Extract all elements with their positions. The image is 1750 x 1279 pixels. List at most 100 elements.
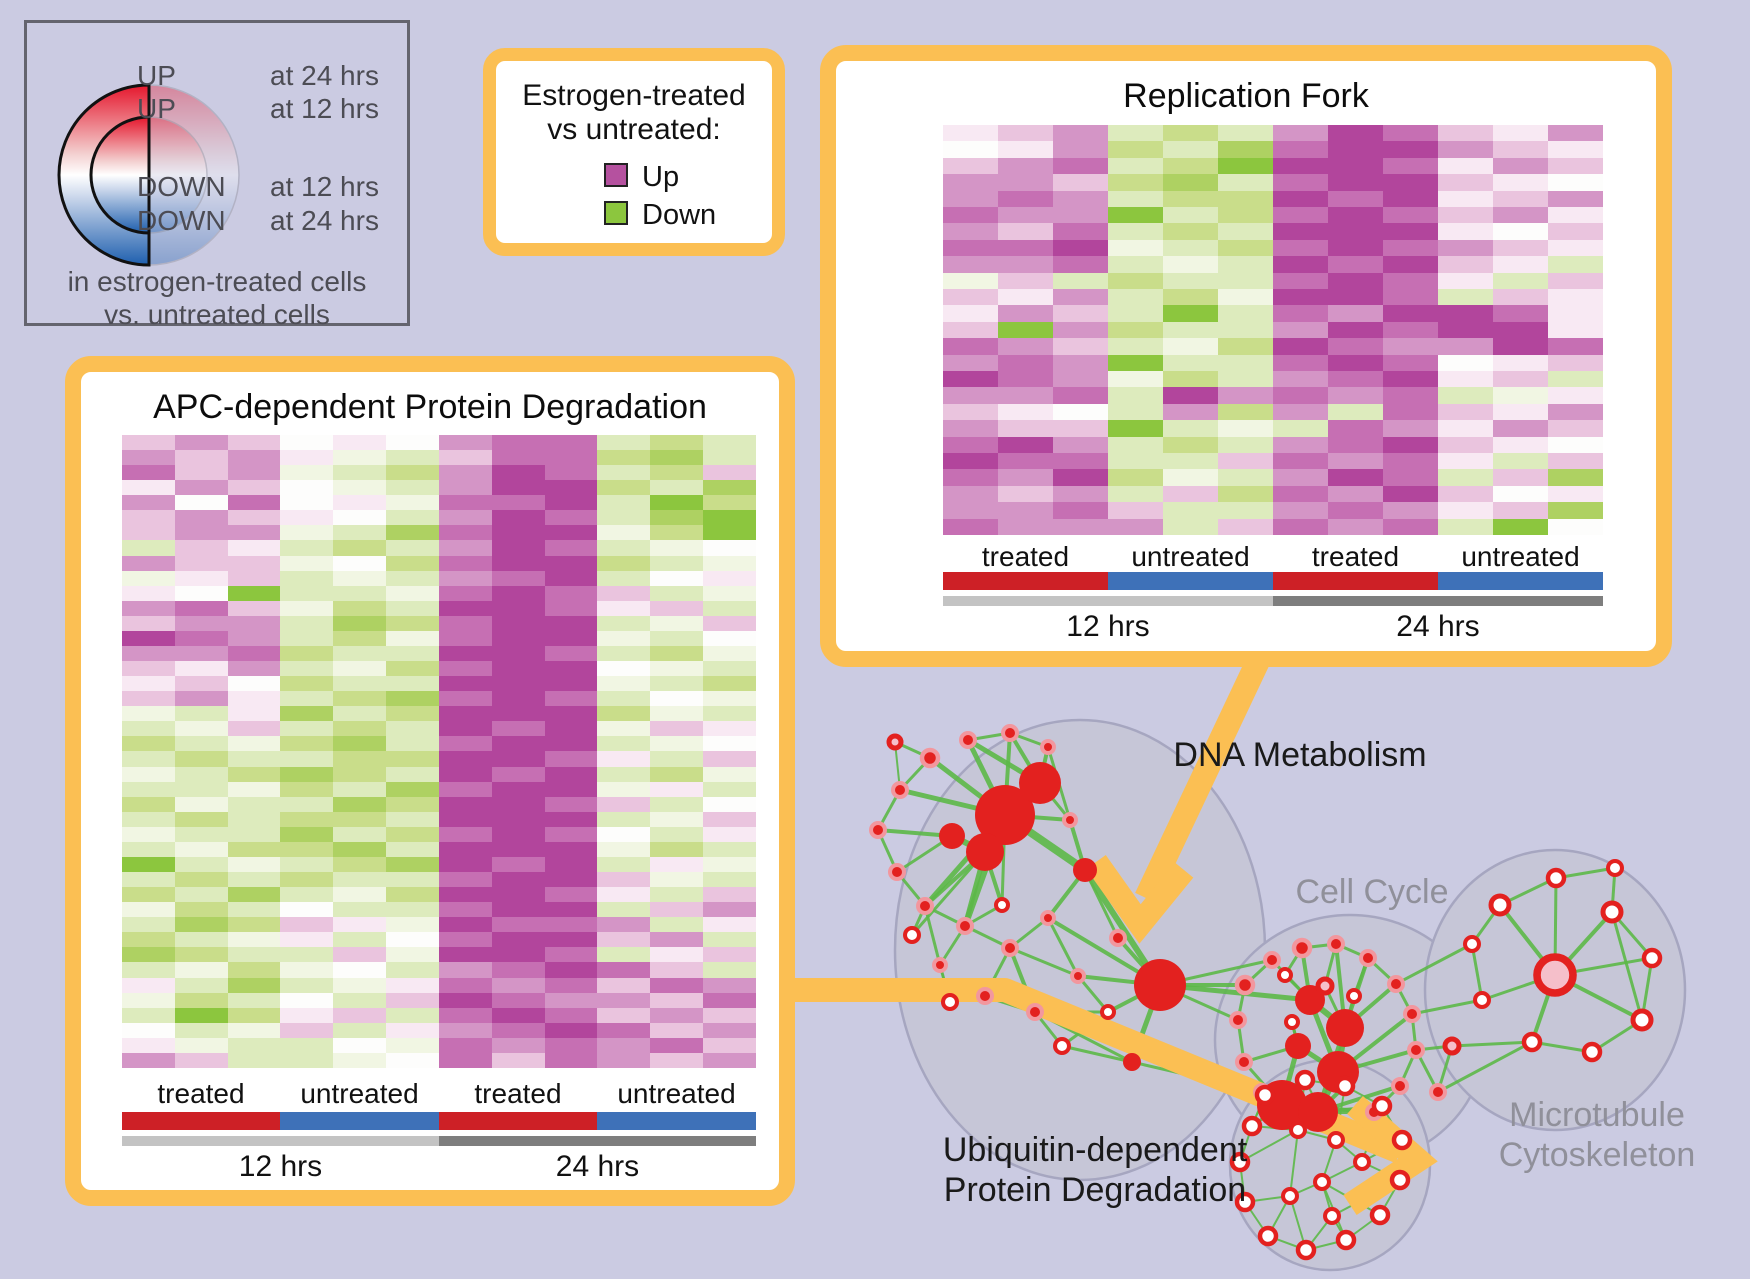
group-label-untreated-24h: untreated <box>617 1078 736 1109</box>
network-node[interactable] <box>1521 1031 1543 1053</box>
network-node[interactable] <box>1229 1151 1251 1173</box>
network-node[interactable] <box>1600 900 1624 924</box>
network-node[interactable] <box>1277 967 1293 983</box>
network-node[interactable] <box>1369 1204 1391 1226</box>
heatmap-cell <box>544 932 598 948</box>
network-node[interactable] <box>1062 812 1078 828</box>
network-node[interactable] <box>1606 859 1624 877</box>
network-node[interactable] <box>1234 1191 1256 1213</box>
heatmap-cell <box>1548 272 1603 289</box>
network-node[interactable] <box>1291 937 1313 959</box>
heatmap-cell <box>386 540 439 556</box>
network-node[interactable] <box>1263 951 1281 969</box>
network-node[interactable] <box>1026 1003 1044 1021</box>
network-node[interactable] <box>1295 985 1325 1015</box>
network-node[interactable] <box>1134 959 1186 1011</box>
network-node[interactable] <box>1070 968 1086 984</box>
network-node[interactable] <box>1403 1005 1421 1023</box>
network-node[interactable] <box>1295 1239 1317 1261</box>
network-node[interactable] <box>1234 974 1256 996</box>
heatmap-cell <box>227 902 281 918</box>
network-node[interactable] <box>1235 1053 1253 1071</box>
network-node[interactable] <box>1284 1014 1300 1030</box>
network-node[interactable] <box>869 821 887 839</box>
network-node[interactable] <box>1387 975 1405 993</box>
network-node[interactable] <box>966 833 1004 871</box>
network-node[interactable] <box>1488 893 1512 917</box>
network-node[interactable] <box>1313 1173 1331 1191</box>
network-node[interactable] <box>956 917 974 935</box>
network-node[interactable] <box>932 957 948 973</box>
heatmap-cell <box>174 856 228 873</box>
network-node[interactable] <box>1040 739 1056 755</box>
network-node[interactable] <box>1123 1053 1141 1071</box>
network-node[interactable] <box>1073 858 1097 882</box>
network-node[interactable] <box>939 823 965 849</box>
network-node[interactable] <box>888 863 906 881</box>
network-node[interactable] <box>1442 1036 1462 1056</box>
network-node[interactable] <box>903 926 921 944</box>
heatmap-cell <box>1218 157 1273 175</box>
network-node[interactable] <box>1463 935 1481 953</box>
network-node[interactable] <box>1315 976 1335 996</box>
network-node[interactable] <box>1371 1095 1393 1117</box>
network-node[interactable] <box>1641 947 1663 969</box>
ring-legend: UP at 24 hrs UP at 12 hrs DOWN at 12 hrs… <box>24 20 410 330</box>
network-node[interactable] <box>1391 1077 1409 1095</box>
heatmap-cell <box>1383 157 1438 175</box>
network-node[interactable] <box>959 731 977 749</box>
network-node[interactable] <box>1001 939 1019 957</box>
network-node[interactable] <box>1100 1004 1116 1020</box>
network-node[interactable] <box>1326 1009 1364 1047</box>
network-node[interactable] <box>1257 1225 1279 1247</box>
network-node[interactable] <box>1323 1207 1341 1225</box>
network-node[interactable] <box>975 785 1035 845</box>
panel-title: APC-dependent Protein Degradation <box>153 388 707 426</box>
network-node[interactable] <box>1429 1083 1447 1101</box>
network-node[interactable] <box>1001 724 1019 742</box>
heatmap-cell <box>1218 370 1273 388</box>
network-node[interactable] <box>1581 1041 1603 1063</box>
network-node[interactable] <box>1545 867 1567 889</box>
network-node[interactable] <box>1241 1115 1263 1137</box>
network-node[interactable] <box>919 747 941 769</box>
network-node[interactable] <box>891 781 909 799</box>
network-node[interactable] <box>1229 1011 1247 1029</box>
heatmap-cell <box>227 887 281 903</box>
network-node[interactable] <box>916 897 934 915</box>
network-node[interactable] <box>1389 1169 1411 1191</box>
network-node[interactable] <box>1109 929 1127 947</box>
network-node[interactable] <box>1353 1153 1371 1171</box>
network-node[interactable] <box>976 987 994 1005</box>
network-node[interactable] <box>1040 910 1056 926</box>
heatmap-cell <box>1163 239 1218 257</box>
network-node[interactable] <box>1473 991 1491 1009</box>
network-node[interactable] <box>941 993 959 1011</box>
network-node[interactable] <box>1289 1121 1307 1139</box>
heatmap-cell <box>386 856 439 873</box>
network-node[interactable] <box>1346 988 1362 1004</box>
heatmap-cell <box>597 1022 651 1038</box>
network-node[interactable] <box>1407 1041 1425 1059</box>
heatmap-cell <box>597 751 651 767</box>
network-node[interactable] <box>1359 949 1377 967</box>
network-node[interactable] <box>1630 1008 1654 1032</box>
network-node[interactable] <box>1327 935 1345 953</box>
network-node[interactable] <box>1335 1229 1357 1251</box>
heatmap-cell <box>597 585 651 601</box>
network-node[interactable] <box>1334 1075 1356 1097</box>
network-node[interactable] <box>1327 1131 1345 1149</box>
heatmap-cell <box>703 676 756 692</box>
network-node[interactable] <box>1281 1187 1299 1205</box>
network-node[interactable] <box>1254 1084 1276 1106</box>
network-node[interactable] <box>994 897 1010 913</box>
network-node[interactable] <box>1019 762 1061 804</box>
network-node[interactable] <box>1285 1033 1311 1059</box>
network-node[interactable] <box>1294 1069 1316 1091</box>
network-node[interactable] <box>1391 1129 1413 1151</box>
network-node[interactable] <box>1298 1092 1338 1132</box>
treated-bar <box>1273 572 1438 590</box>
network-node[interactable] <box>1053 1037 1071 1055</box>
network-node[interactable] <box>886 733 904 751</box>
network-node[interactable] <box>1533 953 1577 997</box>
